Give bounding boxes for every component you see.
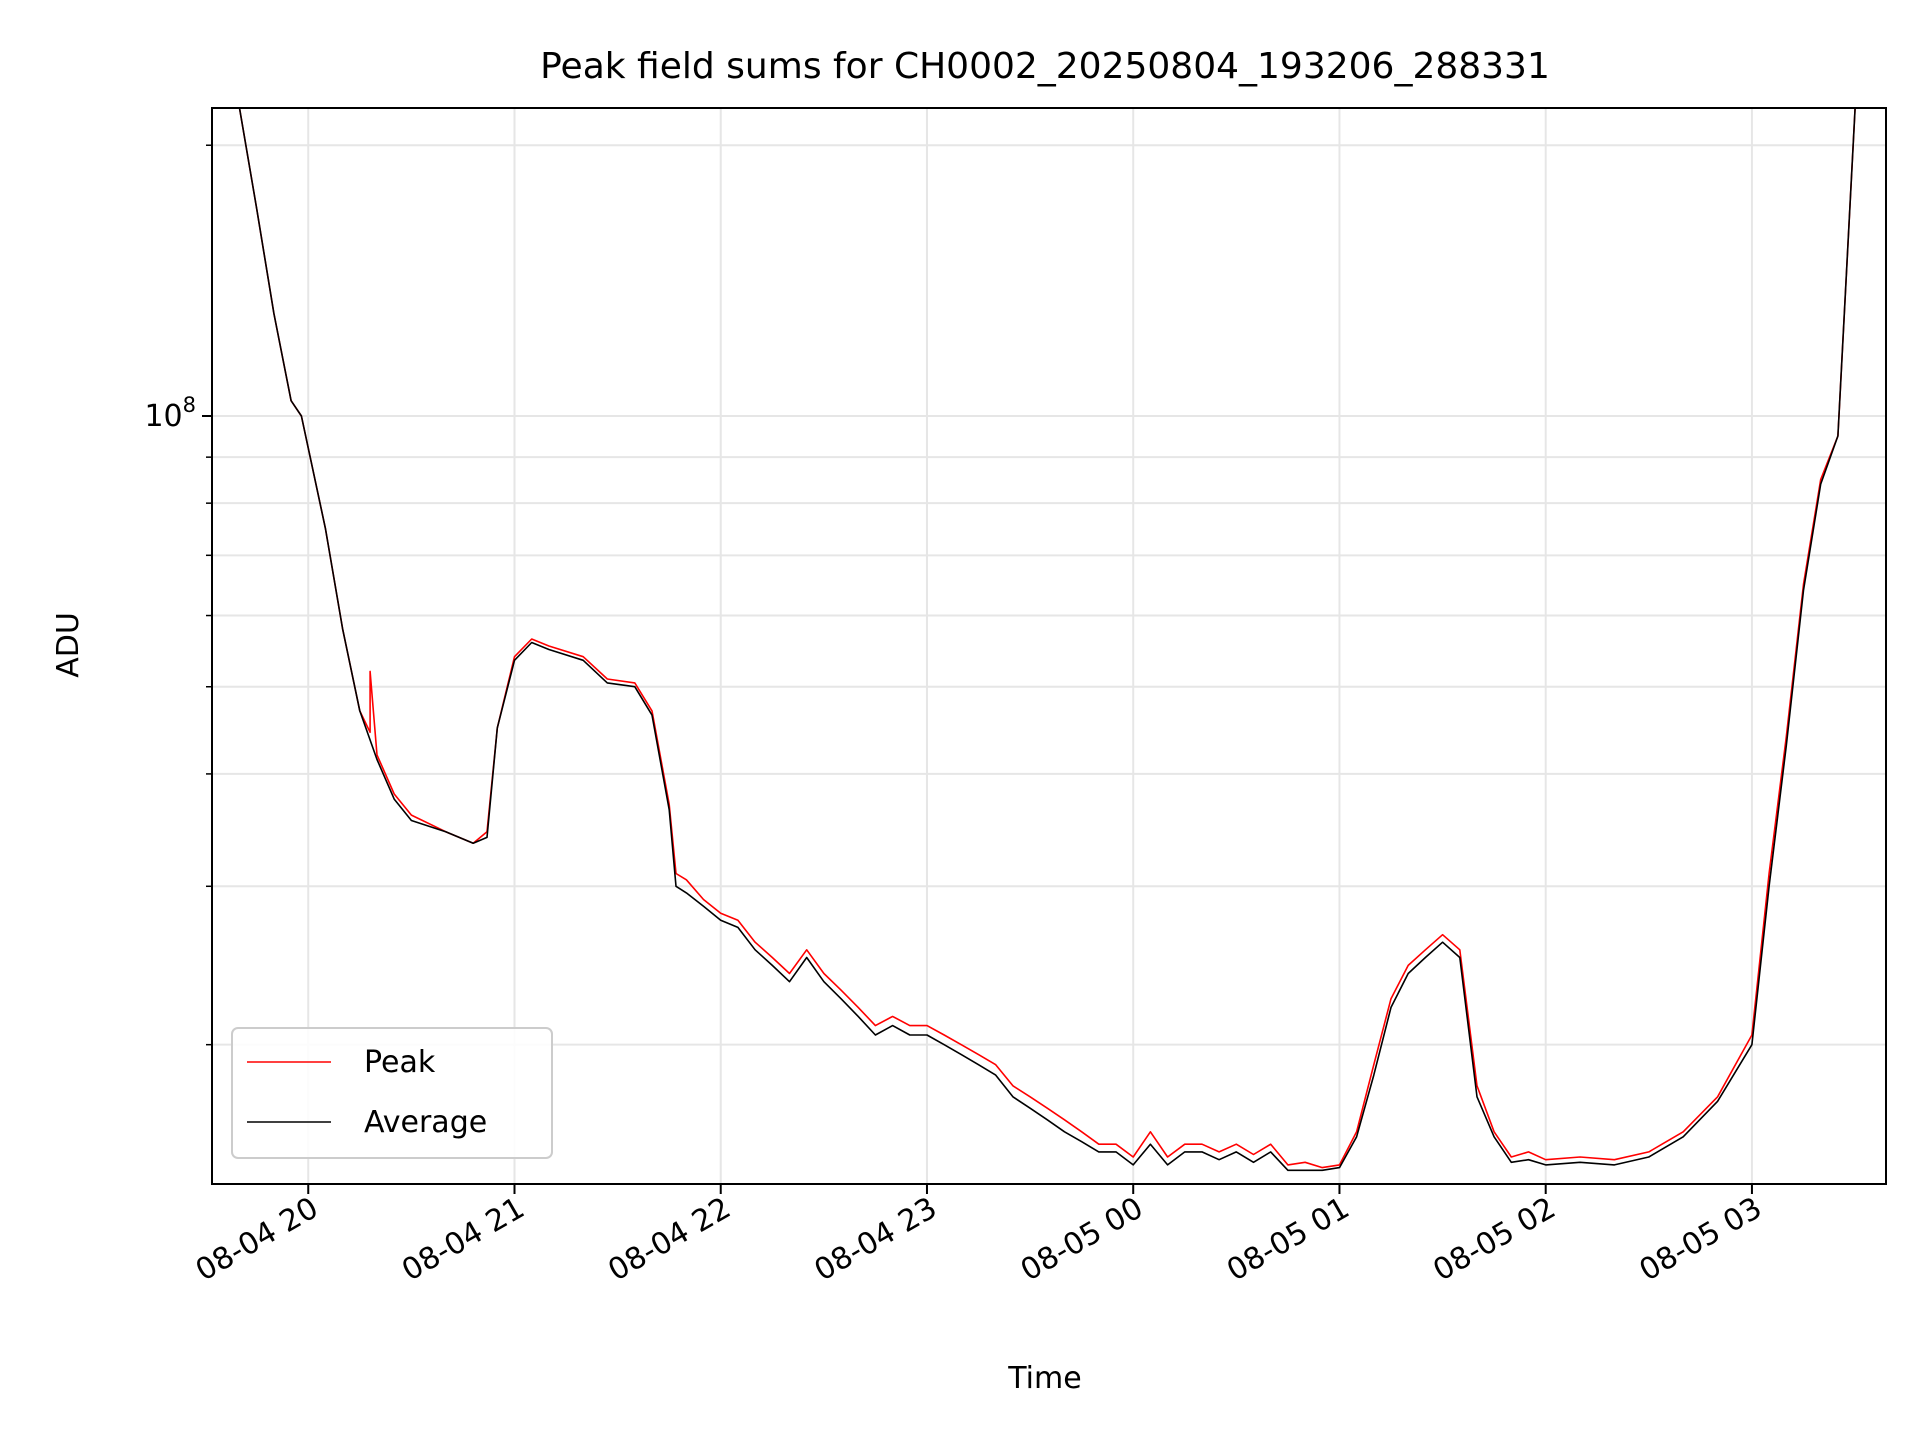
legend-label-peak: Peak [364,1045,436,1080]
series-line-peak [238,108,1856,1169]
legend-box [231,1027,553,1159]
legend: Peak Average [231,1027,553,1159]
y-tick-label: 108 [144,393,196,434]
plot-area [238,108,1856,1172]
y-axis-title: ADU [51,612,86,678]
series-line-average [238,108,1856,1172]
x-axis-title: Time [1007,1361,1081,1396]
chart-title: Peak field sums for CH0002_20250804_1932… [540,46,1550,87]
axes-frame [211,107,1887,1185]
legend-label-average: Average [364,1105,487,1140]
